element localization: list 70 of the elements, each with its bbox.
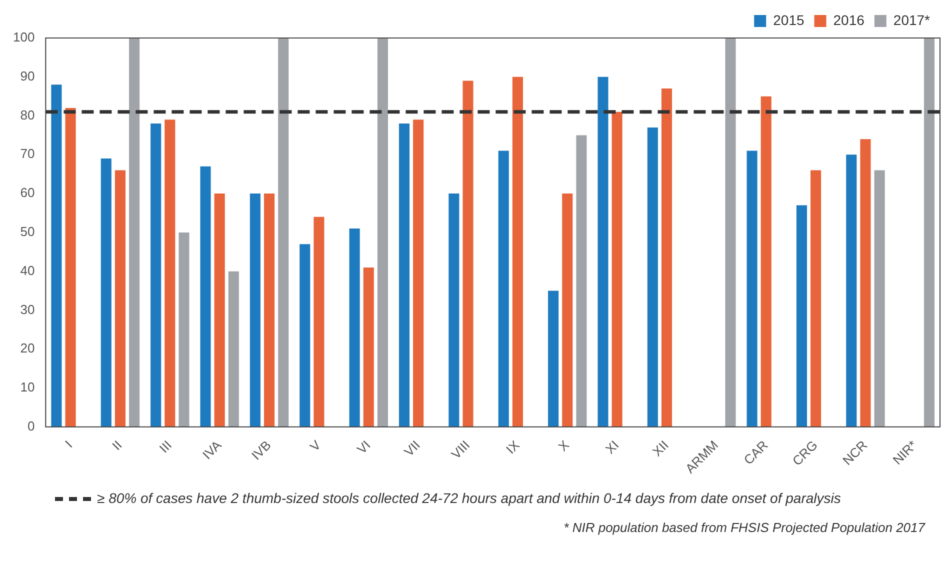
bar [264,194,275,427]
y-tick-label: 40 [20,262,35,278]
legend-label: 2017* [893,12,931,28]
y-tick-label: 60 [20,185,35,200]
bar [760,96,772,427]
bar [846,154,857,427]
bar [314,216,324,427]
x-tick-label: IX [503,437,523,457]
bar [874,170,885,427]
bar [413,120,424,427]
x-tick-label: V [306,437,324,454]
x-tick-label: VII [401,437,423,460]
bar [65,108,76,427]
legend-label: 2015 [773,12,804,28]
bar [100,158,112,427]
bar [860,139,871,427]
bar [214,194,225,427]
bar [129,38,140,427]
text: * NIR population based from FHSIS Projected Population 2017 [562,520,925,535]
y-tick-label: 70 [20,146,35,162]
bar [178,232,190,427]
x-tick-label: I [62,437,76,451]
x-tick-label: IVA [199,437,224,462]
bar [498,150,509,427]
bar [598,76,608,427]
text: ≥ 80% of cases have 2 thumb-sized stools collected 24-72 hours apart and within 0-14 days from date onset of paralysis [55,490,841,506]
bar [398,124,410,427]
bar [150,124,162,427]
y-tick-label: 20 [20,340,35,356]
y-tick-label: 50 [20,224,35,240]
bar [647,127,658,427]
bar [746,150,758,427]
bar [250,194,260,427]
y-tick-label: 100 [12,30,35,45]
x-tick-label: VIII [448,437,473,462]
bar [228,271,239,427]
bar [114,170,126,427]
bar [363,267,374,427]
x-tick-label: II [109,437,125,454]
bar [924,38,935,427]
x-tick-label: IVB [248,437,274,463]
bar [200,166,211,427]
x-tick-label: XII [650,437,672,460]
y-tick-label: 90 [20,68,35,84]
x-tick-label: X [555,437,572,454]
x-tick-label: III [156,437,175,456]
x-tick-label: VI [354,437,374,457]
bar [278,38,289,427]
bar [661,88,672,427]
y-tick-label: 80 [20,107,35,122]
bar [164,120,176,427]
bar [377,38,388,427]
y-tick-label: 10 [20,380,35,395]
bar [512,76,523,427]
bar [576,135,587,427]
bar [448,194,460,427]
bar [810,170,822,427]
bar [51,84,62,427]
bar [548,290,559,427]
bar [796,205,807,427]
bar [462,80,474,427]
legend-label: 2016 [833,12,865,28]
x-tick-label: XI [602,437,622,457]
bar [562,194,573,427]
y-tick-label: 30 [20,302,35,317]
bar [300,244,310,427]
bar [612,112,622,427]
y-tick-label: 0 [27,418,35,434]
bar [725,38,736,427]
bar [349,228,360,427]
